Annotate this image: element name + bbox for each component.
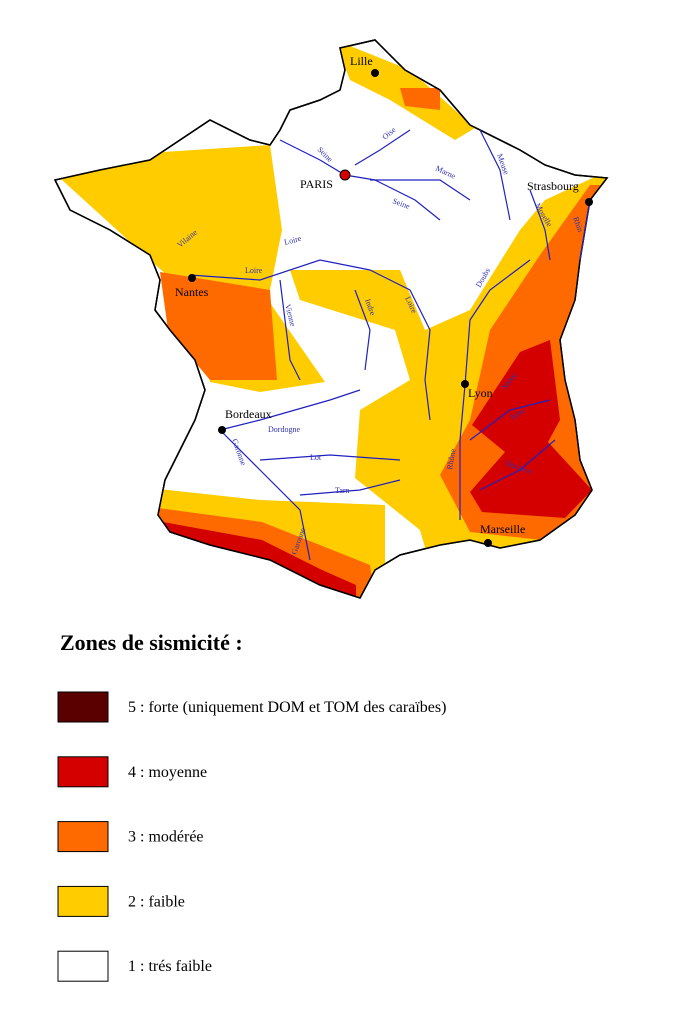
river-label: Loire [283, 234, 302, 247]
legend-swatch [57, 885, 109, 917]
city-label: Lyon [468, 386, 493, 400]
river-label: Rhône [445, 448, 458, 471]
city-label: Bordeaux [225, 407, 272, 421]
legend-swatch [57, 691, 109, 723]
legend-label: 4 : moyenne [128, 764, 207, 781]
legend: 5 : forte (uniquement DOM et TOM des car… [57, 691, 446, 982]
legend-swatch [57, 821, 109, 853]
legend-swatch [57, 756, 109, 788]
legend-label: 1 : trés faible [128, 958, 212, 975]
city-label: PARIS [300, 177, 333, 191]
river-label: Dordogne [268, 425, 300, 434]
legend-label: 5 : forte (uniquement DOM et TOM des car… [128, 699, 446, 716]
map: Lille PARIS Strasbourg Nantes Lyon Borde… [54, 39, 608, 599]
river-label: Loire [245, 266, 263, 275]
legend-label: 3 : modérée [128, 829, 204, 846]
city-label: Nantes [175, 285, 209, 299]
legend-title: Zones de sismicité : [60, 630, 243, 655]
city-label: Strasbourg [527, 179, 579, 193]
river-label: Lot [310, 453, 322, 462]
legend-swatch [57, 950, 109, 982]
city-label: Marseille [480, 522, 525, 536]
legend-label: 2 : faible [128, 893, 185, 910]
city-label: Lille [350, 54, 373, 68]
river-label: Tarn [335, 486, 350, 495]
